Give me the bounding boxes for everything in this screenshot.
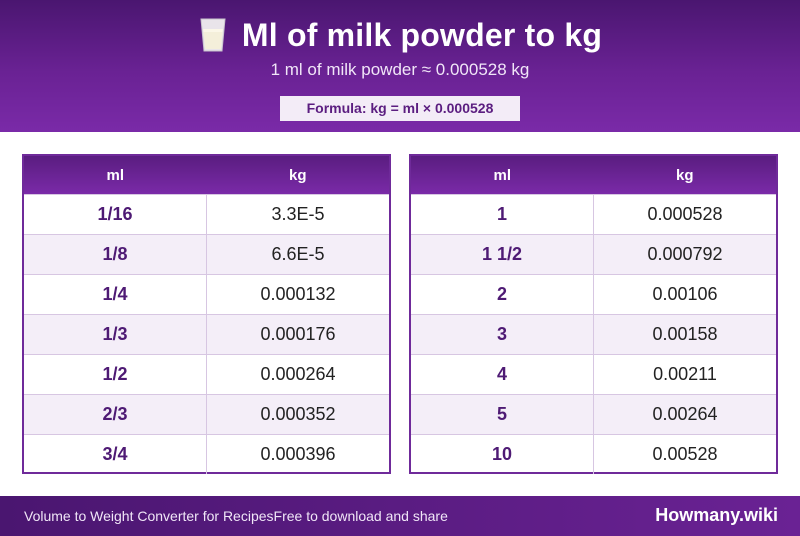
cell-ml: 1/2 xyxy=(24,355,207,394)
table-row: 1 1/2 0.000792 xyxy=(411,234,776,274)
cell-kg: 0.000792 xyxy=(647,244,723,264)
column-header-kg: kg xyxy=(288,166,307,184)
cell-ml: 1/4 xyxy=(24,275,207,314)
cell-ml: 2 xyxy=(411,275,594,314)
column-header-kg: kg xyxy=(675,166,694,184)
cell-kg: 0.00528 xyxy=(652,444,718,464)
table-row: 4 0.00211 xyxy=(411,354,776,394)
formula-badge: Formula: kg = ml × 0.000528 xyxy=(280,96,520,121)
table-header: ml kg xyxy=(24,156,389,194)
cell-kg: 0.000176 xyxy=(260,324,336,344)
cell-ml: 1/16 xyxy=(24,195,207,234)
brand-link[interactable]: Howmany.wiki xyxy=(655,505,778,525)
table-row: 1/8 6.6E-5 xyxy=(24,234,389,274)
cell-ml: 2/3 xyxy=(24,395,207,434)
title-row: Ml of milk powder to kg xyxy=(0,14,800,56)
cell-ml: 3 xyxy=(411,315,594,354)
table-row: 1 0.000528 xyxy=(411,194,776,234)
column-header-ml: ml xyxy=(106,166,124,184)
cell-kg: 0.000132 xyxy=(260,284,336,304)
table-row: 5 0.00264 xyxy=(411,394,776,434)
table-row: 1/16 3.3E-5 xyxy=(24,194,389,234)
table-row: 3 0.00158 xyxy=(411,314,776,354)
cell-kg: 0.000352 xyxy=(260,404,336,424)
cell-kg: 0.000264 xyxy=(260,364,336,384)
footer-bar: Volume to Weight Converter for RecipesFr… xyxy=(0,496,800,536)
table-row: 1/3 0.000176 xyxy=(24,314,389,354)
footer-share-text: Free to download and share xyxy=(273,508,448,524)
table-row: 2 0.00106 xyxy=(411,274,776,314)
milk-glass-icon xyxy=(200,18,226,52)
cell-ml: 5 xyxy=(411,395,594,434)
table-row: 1/4 0.000132 xyxy=(24,274,389,314)
table-row: 3/4 0.000396 xyxy=(24,434,389,474)
page-title: Ml of milk powder to kg xyxy=(241,16,603,53)
cell-kg: 0.00106 xyxy=(652,284,718,304)
cell-ml: 10 xyxy=(411,435,594,474)
header-banner: Ml of milk powder to kg 1 ml of milk pow… xyxy=(0,0,800,132)
table-header: ml kg xyxy=(411,156,776,194)
subtitle: 1 ml of milk powder ≈ 0.000528 kg xyxy=(270,60,530,79)
cell-ml: 3/4 xyxy=(24,435,207,474)
conversion-table-left: ml kg 1/16 3.3E-5 1/8 6.6E-5 1/4 0.00013… xyxy=(22,154,391,474)
cell-ml: 4 xyxy=(411,355,594,394)
cell-kg: 0.00158 xyxy=(652,324,718,344)
cell-kg: 0.00211 xyxy=(653,364,717,384)
cell-kg: 0.00264 xyxy=(652,404,718,424)
column-header-ml: ml xyxy=(493,166,511,184)
conversion-table-right: ml kg 1 0.000528 1 1/2 0.000792 2 0.0010… xyxy=(409,154,778,474)
footer-caption: Volume to Weight Converter for RecipesFr… xyxy=(24,508,448,524)
table-row: 1/2 0.000264 xyxy=(24,354,389,394)
table-row: 2/3 0.000352 xyxy=(24,394,389,434)
cell-kg: 0.000396 xyxy=(260,444,336,464)
cell-ml: 1/3 xyxy=(24,315,207,354)
footer-converter-text: Volume to Weight Converter for Recipes xyxy=(24,508,274,524)
cell-ml: 1/8 xyxy=(24,235,207,274)
cell-kg: 6.6E-5 xyxy=(271,244,325,264)
cell-ml: 1 xyxy=(411,195,594,234)
cell-kg: 3.3E-5 xyxy=(271,204,325,224)
table-row: 10 0.00528 xyxy=(411,434,776,474)
cell-kg: 0.000528 xyxy=(647,204,723,224)
cell-ml: 1 1/2 xyxy=(411,235,594,274)
